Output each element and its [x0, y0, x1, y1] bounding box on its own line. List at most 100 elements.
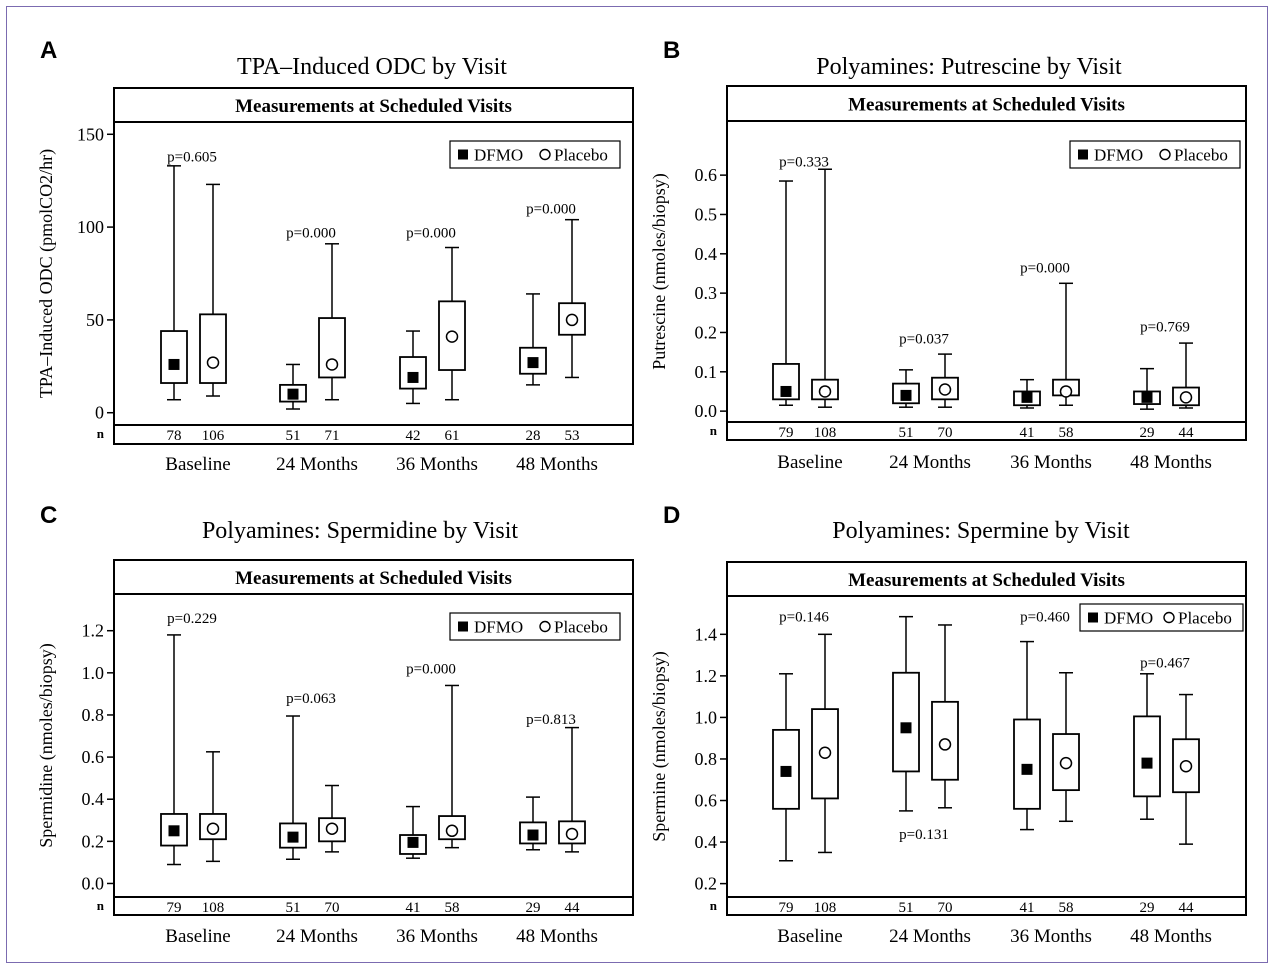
legend: DFMO Placebo — [449, 140, 621, 169]
median-marker-dfmo — [287, 388, 299, 400]
n-value: 29 — [1140, 900, 1155, 916]
category-label: 24 Months — [276, 454, 358, 475]
n-row-label: n — [97, 898, 105, 913]
y-tick-label: 1.2 — [82, 621, 105, 641]
legend-box — [1069, 140, 1241, 169]
box-dfmo — [1133, 673, 1161, 820]
legend-placebo-marker — [1163, 611, 1175, 624]
legend-dfmo-label: DFMO — [1094, 146, 1143, 165]
category-label: 48 Months — [516, 454, 598, 475]
y-tick-label: 0.2 — [695, 874, 718, 894]
y-tick-label: 150 — [77, 124, 104, 144]
panel-subtitle: Measurements at Scheduled Visits — [848, 570, 1125, 591]
median-marker-dfmo — [780, 765, 792, 777]
median-marker-placebo — [206, 822, 220, 835]
n-value: 78 — [167, 428, 182, 444]
median-marker-placebo — [445, 330, 459, 343]
n-value: 79 — [779, 425, 794, 441]
p-value-label: p=0.131 — [899, 827, 949, 843]
box-dfmo — [279, 363, 307, 410]
p-value-label: p=0.000 — [526, 202, 576, 218]
plot-frame — [726, 561, 1247, 916]
category-label: 48 Months — [516, 926, 598, 947]
n-value: 44 — [565, 900, 581, 916]
y-tick-label: 50 — [86, 310, 104, 330]
p-value-label: p=0.769 — [1140, 320, 1190, 336]
legend-placebo-label: Placebo — [554, 618, 608, 637]
box-placebo — [931, 624, 959, 809]
figure-frame — [6, 6, 1268, 963]
iqr-box — [199, 313, 227, 384]
panel-d: D Polyamines: Spermine by Visit Measuremen… — [649, 502, 1247, 947]
box-dfmo — [399, 805, 427, 859]
legend-dfmo-marker — [1078, 149, 1088, 160]
box-placebo — [1172, 693, 1200, 845]
category-label: Baseline — [777, 452, 842, 473]
panel-letter: C — [40, 502, 57, 529]
legend-placebo-label: Placebo — [1174, 146, 1228, 165]
y-tick-label: 100 — [77, 217, 104, 237]
n-value: 44 — [1179, 425, 1195, 441]
n-value: 53 — [565, 428, 580, 444]
box-placebo — [199, 751, 227, 863]
legend-box — [449, 140, 621, 169]
p-value-label: p=0.000 — [286, 226, 336, 242]
median-marker-placebo — [1059, 756, 1073, 770]
legend-dfmo-marker — [458, 621, 468, 632]
y-tick-label: 0.8 — [695, 749, 718, 769]
median-marker-dfmo — [900, 389, 912, 401]
box-dfmo — [519, 796, 547, 851]
panel-letter: A — [40, 37, 57, 64]
n-value: 58 — [1059, 900, 1074, 916]
box-dfmo — [279, 715, 307, 860]
n-value: 70 — [325, 900, 340, 916]
box-placebo — [558, 218, 586, 379]
panel-title: Polyamines: Spermine by Visit — [832, 518, 1130, 544]
y-tick-label: 0.4 — [695, 244, 718, 264]
category-label: 48 Months — [1130, 452, 1212, 473]
box-placebo — [811, 168, 839, 408]
panel-title: Polyamines: Putrescine by Visit — [816, 54, 1122, 80]
category-label: 48 Months — [1130, 926, 1212, 947]
p-value-label: p=0.000 — [1020, 261, 1070, 277]
legend-box — [449, 612, 621, 641]
n-row-label: n — [97, 426, 105, 441]
panel-subtitle: Measurements at Scheduled Visits — [235, 96, 512, 117]
median-marker-dfmo — [407, 836, 419, 848]
box-placebo — [438, 684, 466, 849]
y-tick-label: 0.6 — [695, 791, 718, 811]
p-value-label: p=0.146 — [779, 610, 829, 626]
n-value: 41 — [406, 900, 421, 916]
median-marker-placebo — [1179, 759, 1193, 773]
y-tick-label: 0.5 — [695, 204, 718, 224]
n-row-label: n — [710, 423, 718, 438]
box-placebo — [811, 633, 839, 854]
legend-placebo-label: Placebo — [554, 146, 608, 165]
box-placebo — [318, 243, 346, 401]
y-tick-label: 0 — [95, 403, 104, 423]
iqr-box — [558, 302, 586, 336]
y-tick-label: 1.0 — [695, 707, 718, 727]
box-placebo — [199, 183, 227, 397]
legend-placebo-label: Placebo — [1178, 609, 1232, 628]
median-marker-placebo — [938, 383, 952, 396]
p-value-label: p=0.000 — [406, 662, 456, 678]
median-marker-dfmo — [780, 385, 792, 397]
box-dfmo — [892, 615, 920, 812]
median-marker-dfmo — [407, 371, 419, 383]
category-label: 36 Months — [1010, 452, 1092, 473]
y-tick-label: 0.2 — [82, 831, 105, 851]
legend: DFMO Placebo — [449, 612, 621, 641]
median-marker-placebo — [325, 822, 339, 835]
plot-frame — [113, 559, 634, 916]
n-value: 41 — [1020, 425, 1035, 441]
n-value: 29 — [1140, 425, 1155, 441]
median-marker-dfmo — [527, 357, 539, 369]
n-value: 71 — [325, 428, 340, 444]
median-marker-placebo — [1179, 391, 1193, 404]
y-tick-label: 0.3 — [695, 283, 718, 303]
n-value: 108 — [202, 900, 225, 916]
panel-letter: B — [663, 37, 680, 64]
n-value: 28 — [526, 428, 541, 444]
